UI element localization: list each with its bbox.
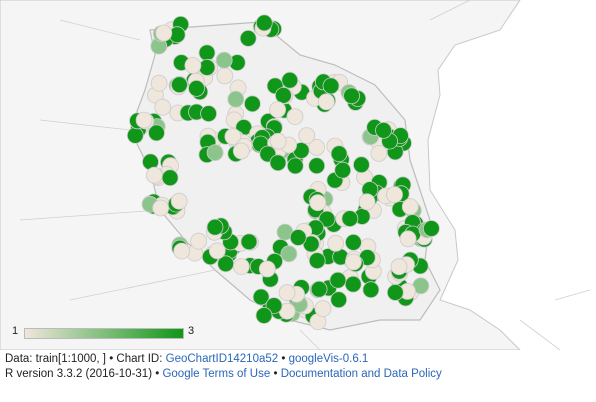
map-marker[interactable] — [224, 128, 242, 146]
map-marker[interactable] — [200, 105, 218, 122]
footer-data-text: Data: train[1:1000, ] • Chart ID: — [5, 353, 166, 365]
map-marker[interactable] — [227, 90, 245, 108]
map-marker[interactable] — [330, 291, 348, 309]
color-legend: 1 3 — [10, 322, 200, 342]
map-marker[interactable] — [386, 186, 403, 204]
map-marker[interactable] — [232, 258, 250, 276]
map-marker[interactable] — [289, 229, 307, 246]
map-marker[interactable] — [329, 271, 347, 289]
map-marker[interactable] — [269, 132, 287, 150]
map-marker[interactable] — [239, 30, 257, 47]
map-marker[interactable] — [274, 87, 292, 104]
footer-separator: • — [270, 368, 281, 380]
map-marker[interactable] — [152, 199, 170, 217]
map-marker[interactable] — [334, 161, 352, 179]
map-marker[interactable] — [170, 192, 188, 210]
map-marker[interactable] — [198, 44, 216, 62]
map-marker[interactable] — [265, 297, 283, 315]
map-marker[interactable] — [198, 59, 216, 76]
legend-gradient-bar — [24, 328, 184, 339]
chart-id-link[interactable]: GeoChartID14210a52 — [165, 353, 279, 365]
documentation-link[interactable]: Documentation and Data Policy — [280, 368, 442, 380]
map-marker[interactable] — [278, 284, 296, 302]
map-marker[interactable] — [184, 57, 202, 74]
map-marker[interactable] — [422, 220, 440, 237]
map-marker[interactable] — [286, 108, 304, 125]
map-marker[interactable] — [188, 80, 205, 97]
map-marker[interactable] — [170, 76, 188, 94]
map-marker[interactable] — [255, 14, 273, 32]
map-marker[interactable] — [358, 193, 376, 211]
map-marker[interactable] — [375, 121, 392, 139]
map-marker[interactable] — [327, 234, 345, 252]
map-marker[interactable] — [370, 144, 388, 162]
map-marker[interactable] — [390, 258, 408, 276]
map-marker[interactable] — [310, 280, 328, 298]
map-marker[interactable] — [343, 87, 361, 105]
map-marker[interactable] — [255, 307, 273, 324]
map-marker[interactable] — [240, 233, 258, 251]
chart-footer: Data: train[1:1000, ] • Chart ID: GeoCha… — [5, 352, 442, 382]
map-marker[interactable] — [309, 194, 327, 212]
map-marker[interactable] — [145, 166, 163, 184]
map-marker[interactable] — [344, 233, 362, 251]
legend-min-label: 1 — [12, 325, 19, 337]
map-marker[interactable] — [298, 127, 316, 145]
map-marker[interactable] — [308, 252, 326, 270]
terms-of-use-link[interactable]: Google Terms of Use — [162, 368, 271, 380]
googlevis-link[interactable]: googleVis-0.6.1 — [288, 353, 369, 365]
map-marker[interactable] — [215, 51, 233, 69]
map-marker[interactable] — [148, 124, 165, 142]
map-marker[interactable] — [252, 288, 270, 306]
map-marker[interactable] — [216, 67, 234, 85]
map-marker[interactable] — [150, 74, 168, 92]
map-marker[interactable] — [190, 232, 208, 250]
map-marker[interactable] — [286, 157, 304, 175]
map-marker[interactable] — [308, 157, 326, 175]
legend-max-label: 3 — [188, 325, 195, 337]
map-marker[interactable] — [341, 210, 359, 228]
border-lines — [19, 0, 591, 350]
map-marker[interactable] — [135, 111, 153, 129]
map-marker[interactable] — [401, 198, 419, 216]
geo-map[interactable] — [0, 0, 596, 350]
map-marker[interactable] — [362, 281, 380, 299]
map-marker[interactable] — [322, 77, 340, 95]
map-marker[interactable] — [243, 95, 261, 113]
map-marker[interactable] — [344, 253, 362, 271]
map-marker[interactable] — [155, 24, 173, 42]
map-marker[interactable] — [126, 126, 144, 144]
map-marker[interactable] — [208, 242, 226, 260]
map-marker[interactable] — [318, 210, 336, 228]
map-marker[interactable] — [386, 284, 404, 301]
map-marker[interactable] — [352, 156, 370, 174]
map-marker[interactable] — [399, 230, 417, 248]
map-marker[interactable] — [206, 218, 224, 236]
map-marker[interactable] — [280, 245, 298, 263]
footer-line-2: R version 3.3.2 (2016-10-31) • Google Te… — [5, 367, 442, 382]
map-marker[interactable] — [161, 169, 179, 187]
map-marker[interactable] — [269, 101, 287, 118]
map-marker[interactable] — [232, 142, 250, 160]
marker-layer — [126, 14, 440, 331]
map-marker[interactable] — [344, 275, 362, 293]
footer-separator: • — [278, 353, 289, 365]
map-marker[interactable] — [154, 98, 172, 116]
map-marker[interactable] — [206, 144, 224, 162]
map-marker[interactable] — [281, 71, 299, 89]
map-marker[interactable] — [269, 154, 287, 172]
footer-line-1: Data: train[1:1000, ] • Chart ID: GeoCha… — [5, 352, 442, 367]
map-marker[interactable] — [330, 145, 348, 163]
map-marker[interactable] — [314, 300, 332, 318]
map-marker[interactable] — [258, 260, 276, 278]
map-marker[interactable] — [317, 93, 335, 111]
map-marker[interactable] — [173, 242, 191, 260]
footer-r-version-text: R version 3.3.2 (2016-10-31) • — [5, 368, 163, 380]
